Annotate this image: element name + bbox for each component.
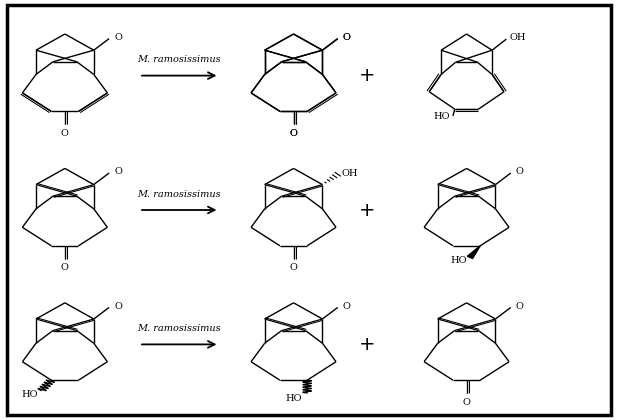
Text: O: O (516, 302, 523, 311)
Text: OH: OH (342, 168, 358, 178)
Text: O: O (343, 33, 350, 42)
Text: O: O (114, 302, 122, 311)
Text: O: O (290, 129, 297, 138)
Text: O: O (516, 168, 523, 176)
Text: O: O (343, 302, 350, 311)
Text: +: + (359, 335, 375, 354)
Text: M. ramosissimus: M. ramosissimus (137, 324, 221, 333)
Text: HO: HO (450, 256, 467, 265)
Text: +: + (359, 200, 375, 220)
Text: O: O (343, 33, 350, 42)
Text: HO: HO (433, 112, 450, 121)
Text: O: O (61, 263, 69, 272)
FancyBboxPatch shape (7, 5, 611, 415)
Text: O: O (114, 33, 122, 42)
Text: O: O (463, 397, 470, 407)
Text: O: O (61, 129, 69, 138)
Text: HO: HO (286, 394, 302, 403)
Text: O: O (114, 168, 122, 176)
Polygon shape (467, 246, 480, 258)
Text: HO: HO (21, 390, 38, 399)
Text: O: O (290, 263, 297, 272)
Text: M. ramosissimus: M. ramosissimus (137, 190, 221, 199)
Text: M. ramosissimus: M. ramosissimus (137, 55, 221, 64)
Text: O: O (290, 129, 297, 138)
Text: +: + (359, 66, 375, 85)
Text: OH: OH (510, 34, 527, 42)
